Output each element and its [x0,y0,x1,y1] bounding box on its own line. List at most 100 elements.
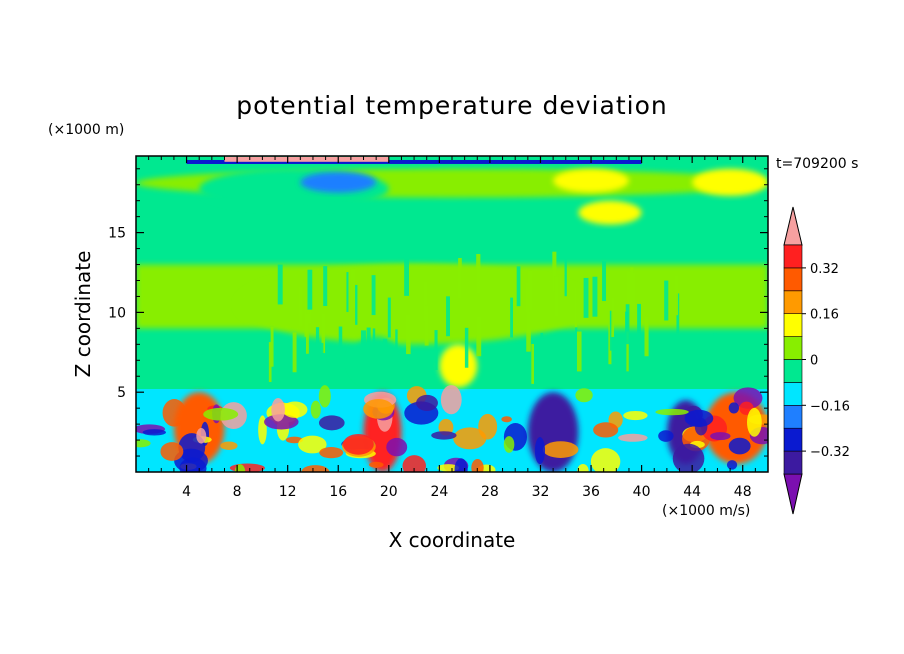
x-tick-label: 20 [380,484,398,500]
turbulence-blob [471,459,484,472]
streak [510,297,514,338]
x-tick-label: 40 [633,484,651,500]
streak [625,304,630,345]
turbulence-blob [503,436,515,453]
streak [323,266,328,307]
region-4 [692,168,768,196]
turbulence-blob [271,398,285,422]
streak [424,305,429,346]
streak [404,255,410,296]
turbulence-blob [655,408,689,416]
streak [626,331,629,372]
x-axis: 4 8 12 16 20 24 28 32 36 40 44 48 [148,156,756,500]
streak [277,264,283,305]
turbulence-blob [220,441,238,450]
turbulence-blob [142,429,166,436]
colorbar-tick-label: −0.32 [810,445,850,460]
colorbar-box [783,427,803,452]
turbulence-blob [298,435,327,454]
streak [458,258,462,298]
turbulence-blob [618,433,648,442]
turbulence-blob [318,415,345,431]
colorbar-tick-label: 0.16 [810,308,839,323]
y-tick-label: 10 [108,305,126,321]
streak [664,280,669,321]
turbulence-blob [431,431,457,440]
turbulence-blob [363,399,394,419]
turbulence-blob [310,400,321,419]
x-tick-label: 44 [683,484,701,500]
turbulence-blob [368,461,384,468]
streak [270,326,274,367]
streak [554,276,559,317]
chart-title: potential temperature deviation [236,91,667,120]
y-unit-label: (×1000 m) [48,122,124,138]
streak [575,327,578,368]
streak [638,337,642,378]
turbulence-blob [577,464,589,472]
streak [564,256,567,297]
turbulence-blob [402,455,427,472]
streak [627,271,632,312]
turbulence-blob [534,437,546,465]
colorbar: 0.32 0.16 0 −0.16 −0.32 [783,206,850,515]
region-3 [553,168,629,193]
turbulence-blob [658,430,674,442]
streak [476,316,482,357]
x-tick-label: 8 [233,484,242,500]
streak [315,327,320,368]
turbulence-blob [342,433,374,455]
streak [307,269,313,310]
region-11 [527,392,579,472]
streak [366,327,371,368]
turbulence-blob [437,464,460,472]
turbulence-blob [301,465,330,472]
x-tick-label: 28 [481,484,499,500]
turbulence-blob [623,410,648,421]
region-6 [237,264,592,345]
streak [350,268,355,309]
streak [574,287,577,328]
x-tick-label: 16 [329,484,347,500]
turbulence-blob [747,407,762,437]
y-axis-label: Z coordinate [71,251,95,378]
colorbar-tick-label: 0.32 [810,262,839,277]
streak [387,297,391,338]
region-5 [578,200,642,225]
streak [576,331,582,372]
streak [395,329,398,370]
turbulence-blob [593,422,619,438]
streak [321,313,326,354]
turbulence-blob [285,436,304,444]
turbulence-blob [501,416,512,423]
streak [371,275,376,316]
colorbar-tick-label: −0.16 [810,399,850,414]
streak [372,328,376,369]
turbulence-blob [386,437,408,457]
turbulence-blob [264,414,299,430]
turbulence-blob [478,413,498,440]
colorbar-box [783,404,803,429]
colorbar-box [783,267,803,292]
streak [355,284,358,325]
colorbar-box [783,290,803,314]
colorbar-max-arrow [783,206,803,246]
region-8 [350,336,402,385]
turbulence-blob [440,385,462,415]
turbulence-blob [542,441,579,458]
turbulence-blob [454,458,468,472]
streak [630,267,634,308]
streak [570,335,575,376]
streak [464,327,469,368]
turbulence-blob [726,460,738,470]
turbulence-blob [136,439,151,448]
streak [674,275,678,316]
streak [434,330,438,370]
x-tick-label: 24 [430,484,448,500]
turbulence-blob [203,407,239,421]
turbulence-blob [728,437,751,455]
turbulence-blob [162,399,187,427]
band-top-pink [224,156,389,162]
streak [526,311,531,352]
